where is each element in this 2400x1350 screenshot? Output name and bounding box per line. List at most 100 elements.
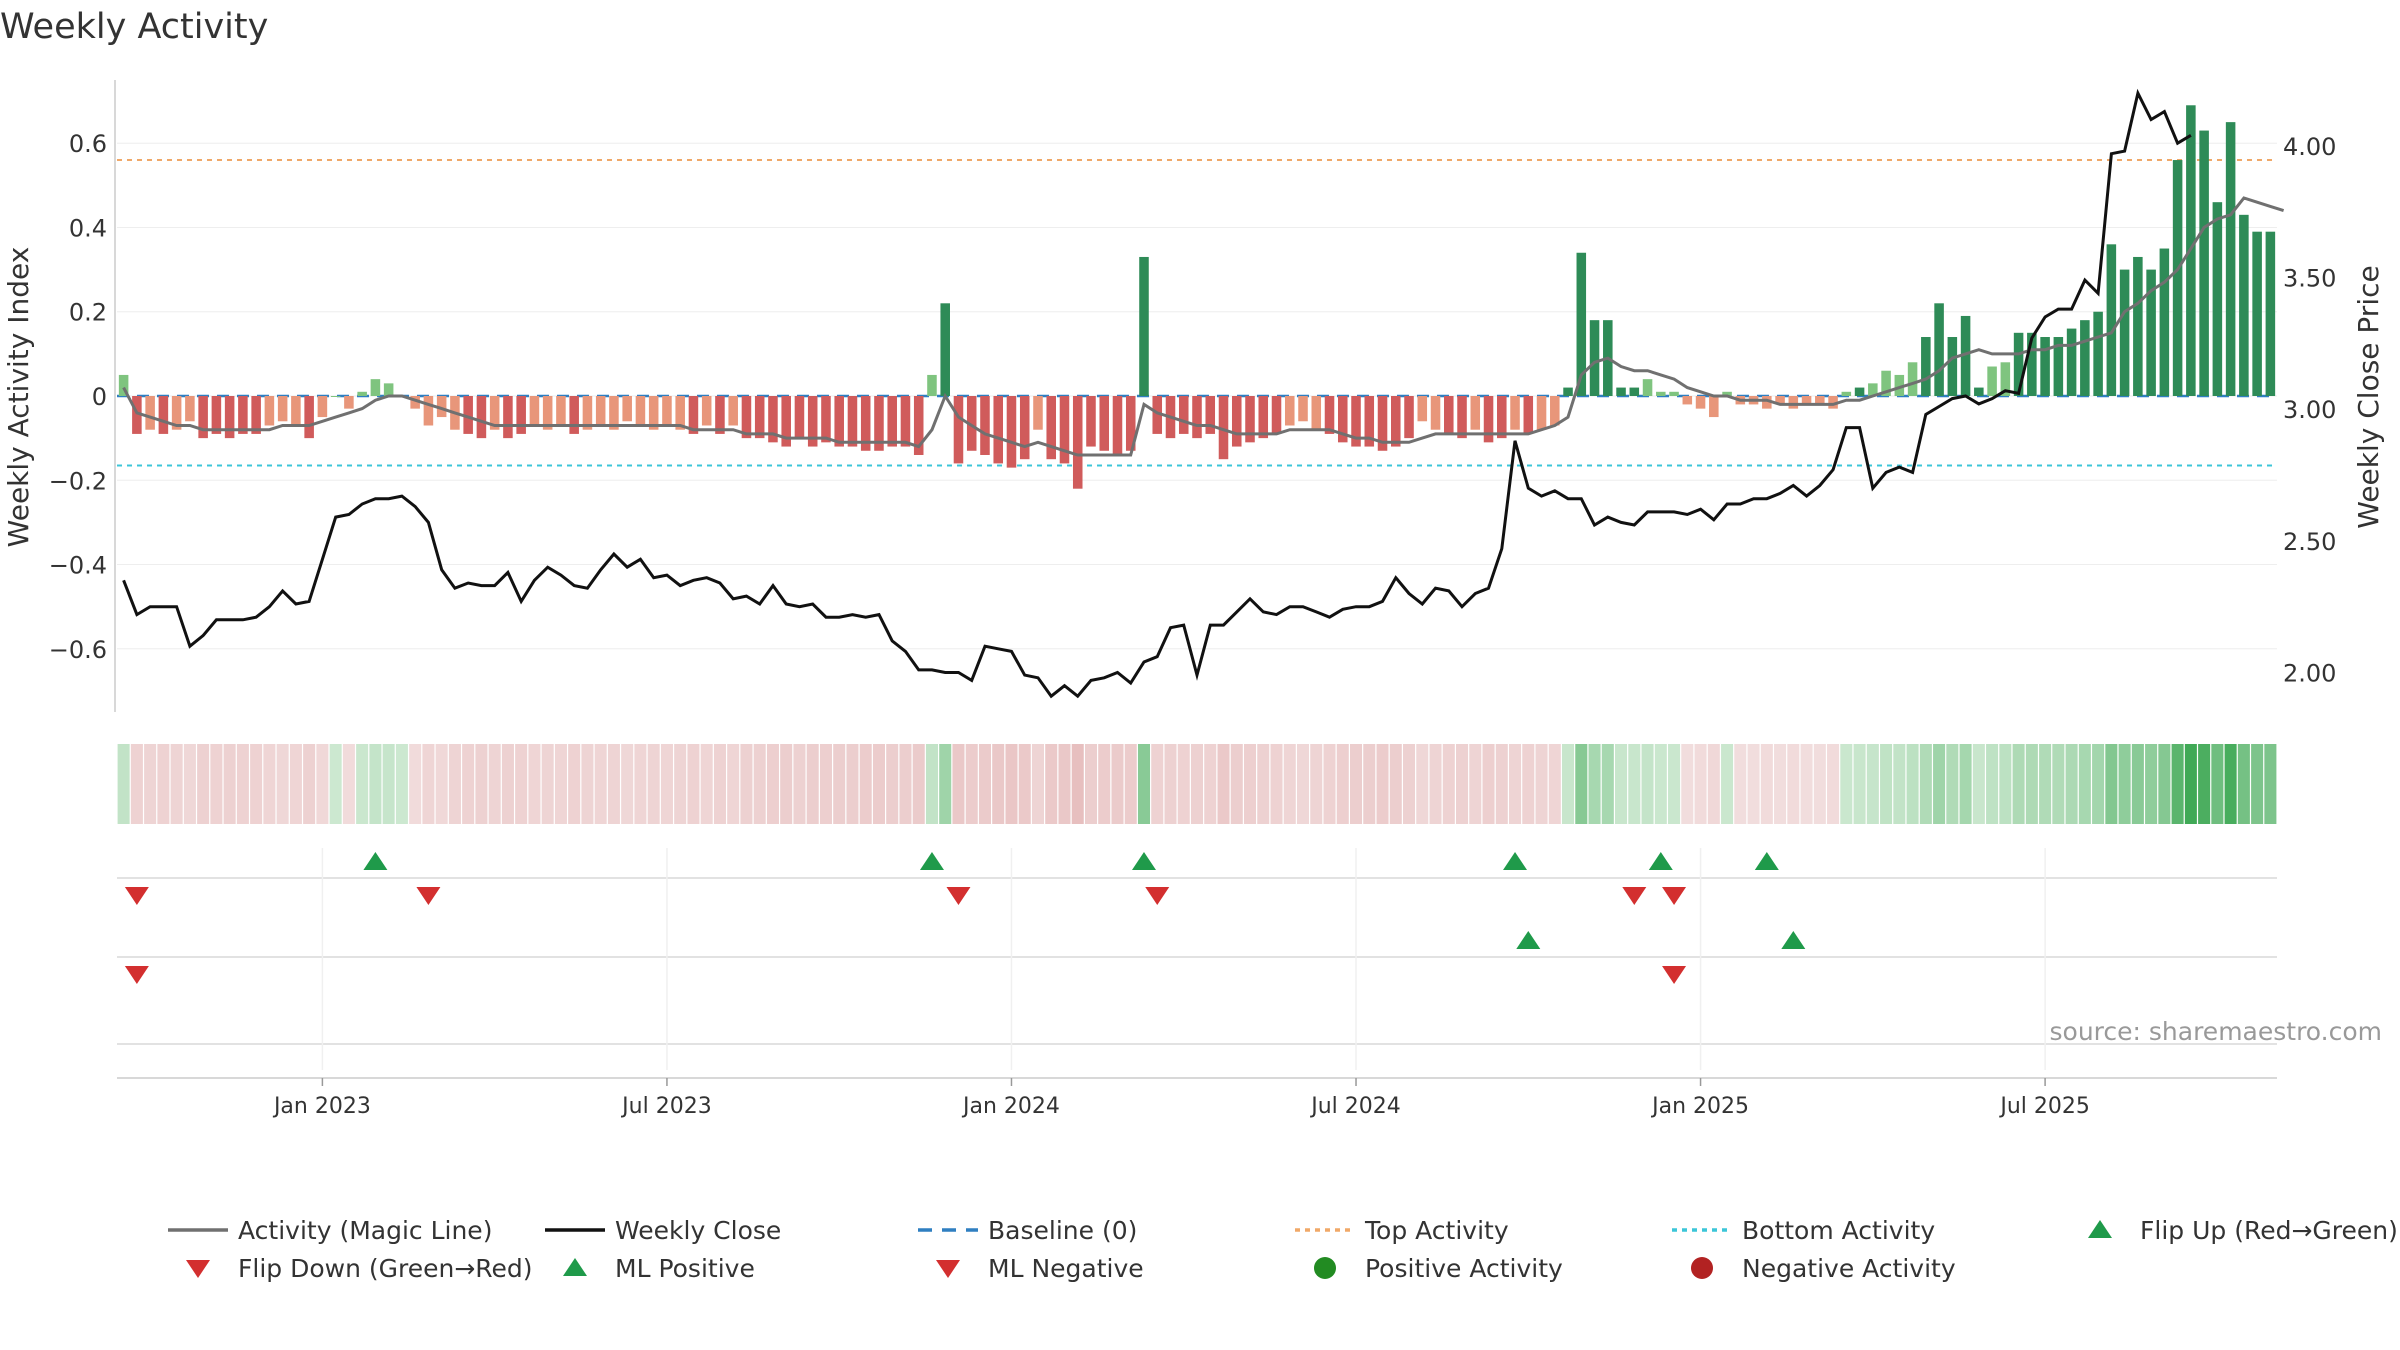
activity-bar-44 <box>701 396 712 426</box>
activity-bar-139 <box>1960 315 1971 396</box>
activity-bar-16 <box>330 396 341 397</box>
heat-cell-120 <box>1707 744 1720 824</box>
heat-cell-143 <box>2012 744 2025 824</box>
activity-bar-46 <box>728 396 738 426</box>
activity-bar-20 <box>383 383 394 396</box>
activity-bar-90 <box>1311 396 1322 430</box>
heat-cell-118 <box>1681 744 1694 824</box>
activity-bar-10 <box>251 396 261 434</box>
activity-bar-121 <box>1722 391 1732 396</box>
heat-cell-17 <box>342 744 355 824</box>
heat-cell-8 <box>223 744 236 824</box>
heat-cell-78 <box>1151 744 1164 824</box>
x-axis-ticks: Jan 2023 Jul 2023 Jan 2024 Jul 2024 Jan 2025… <box>272 848 2090 1119</box>
activity-bar-13 <box>291 396 301 426</box>
activity-bar-80 <box>1178 396 1189 434</box>
activity-bar-120 <box>1709 396 1719 418</box>
heat-cell-59 <box>899 744 912 824</box>
heat-cell-88 <box>1283 744 1296 824</box>
heat-cell-72 <box>1071 744 1084 824</box>
legend-item-6: Flip Down (Green→Red) <box>186 1254 533 1283</box>
heat-cell-92 <box>1336 744 1349 824</box>
activity-bar-114 <box>1629 387 1640 396</box>
heat-cell-91 <box>1323 744 1336 824</box>
heat-cell-152 <box>2131 744 2144 824</box>
heat-cell-50 <box>780 744 793 824</box>
activity-bar-135 <box>1907 362 1918 396</box>
heat-cell-122 <box>1734 744 1747 824</box>
left-tick-label: −0.4 <box>49 552 107 580</box>
heat-cell-52 <box>806 744 819 824</box>
activity-bar-78 <box>1152 396 1163 434</box>
heat-cell-61 <box>925 744 938 824</box>
activity-bar-75 <box>1112 396 1123 455</box>
activity-bar-154 <box>2159 248 2170 396</box>
activity-bar-14 <box>304 396 314 439</box>
activity-bar-68 <box>1019 396 1030 460</box>
heat-cell-73 <box>1084 744 1098 824</box>
legend-item-8: ML Negative <box>936 1254 1144 1283</box>
activity-bar-87 <box>1271 396 1282 434</box>
heat-cell-35 <box>581 744 594 824</box>
activity-bar-95 <box>1377 396 1388 451</box>
activity-bar-91 <box>1324 396 1335 434</box>
activity-bar-126 <box>1788 396 1799 409</box>
activity-bar-151 <box>2119 269 2130 396</box>
activity-bar-110 <box>1576 252 1587 396</box>
heat-cell-20 <box>382 744 395 824</box>
heat-cell-45 <box>713 744 726 824</box>
activity-bar-106 <box>1523 396 1534 434</box>
activity-bar-125 <box>1775 396 1785 405</box>
heat-cell-97 <box>1402 744 1416 824</box>
heat-cell-101 <box>1456 744 1469 824</box>
heat-cell-3 <box>157 744 170 824</box>
legend-item-3: Top Activity <box>1295 1216 1509 1245</box>
activity-bar-73 <box>1086 396 1096 447</box>
legend-item-10: Negative Activity <box>1691 1254 1956 1283</box>
activity-bar-51 <box>794 396 805 439</box>
heat-cell-53 <box>819 744 832 824</box>
heat-cell-5 <box>183 744 196 824</box>
heat-cell-93 <box>1349 744 1363 824</box>
heat-cell-2 <box>144 744 157 824</box>
heat-cell-160 <box>2237 744 2250 824</box>
left-tick-label: −0.2 <box>49 467 107 495</box>
heat-cell-100 <box>1442 744 1455 824</box>
activity-bar-11 <box>264 396 275 426</box>
heat-cell-6 <box>197 744 210 824</box>
heat-cell-1 <box>130 744 143 824</box>
flip-down-marker <box>416 887 441 905</box>
heat-cell-69 <box>1031 744 1045 824</box>
activity-bar-36 <box>595 396 606 426</box>
activity-bar-134 <box>1894 374 1905 396</box>
legend-label: Baseline (0) <box>988 1216 1137 1245</box>
heat-cell-48 <box>753 744 766 824</box>
heat-cell-0 <box>117 744 130 824</box>
activity-bar-41 <box>662 396 672 426</box>
activity-bar-6 <box>198 396 208 439</box>
legend-swatch <box>1691 1257 1713 1279</box>
activity-bar-105 <box>1510 396 1520 430</box>
heat-cell-112 <box>1601 744 1614 824</box>
activity-bar-146 <box>2053 337 2064 396</box>
activity-bar-50 <box>781 396 791 447</box>
heat-cell-130 <box>1840 744 1853 824</box>
right-axis-ticks: 4.00 3.50 3.00 2.50 2.00 <box>2283 133 2336 688</box>
heat-cell-140 <box>1972 744 1985 824</box>
left-tick-label: 0 <box>92 383 107 411</box>
heat-cell-14 <box>303 744 316 824</box>
heat-cell-117 <box>1668 744 1681 824</box>
heat-cell-11 <box>263 744 276 824</box>
activity-bar-42 <box>675 396 685 430</box>
heat-cell-161 <box>2251 744 2264 824</box>
heat-cell-146 <box>2052 744 2065 824</box>
heat-cell-29 <box>501 744 514 824</box>
legend-swatch <box>186 1260 210 1278</box>
heat-cell-7 <box>210 744 223 824</box>
activity-bar-34 <box>569 396 579 434</box>
activity-bar-141 <box>1987 366 1997 396</box>
heat-cell-104 <box>1495 744 1508 824</box>
legend-item-5: Flip Up (Red→Green) <box>2088 1216 2398 1245</box>
activity-bar-136 <box>1921 337 1931 396</box>
activity-bar-28 <box>489 396 500 430</box>
